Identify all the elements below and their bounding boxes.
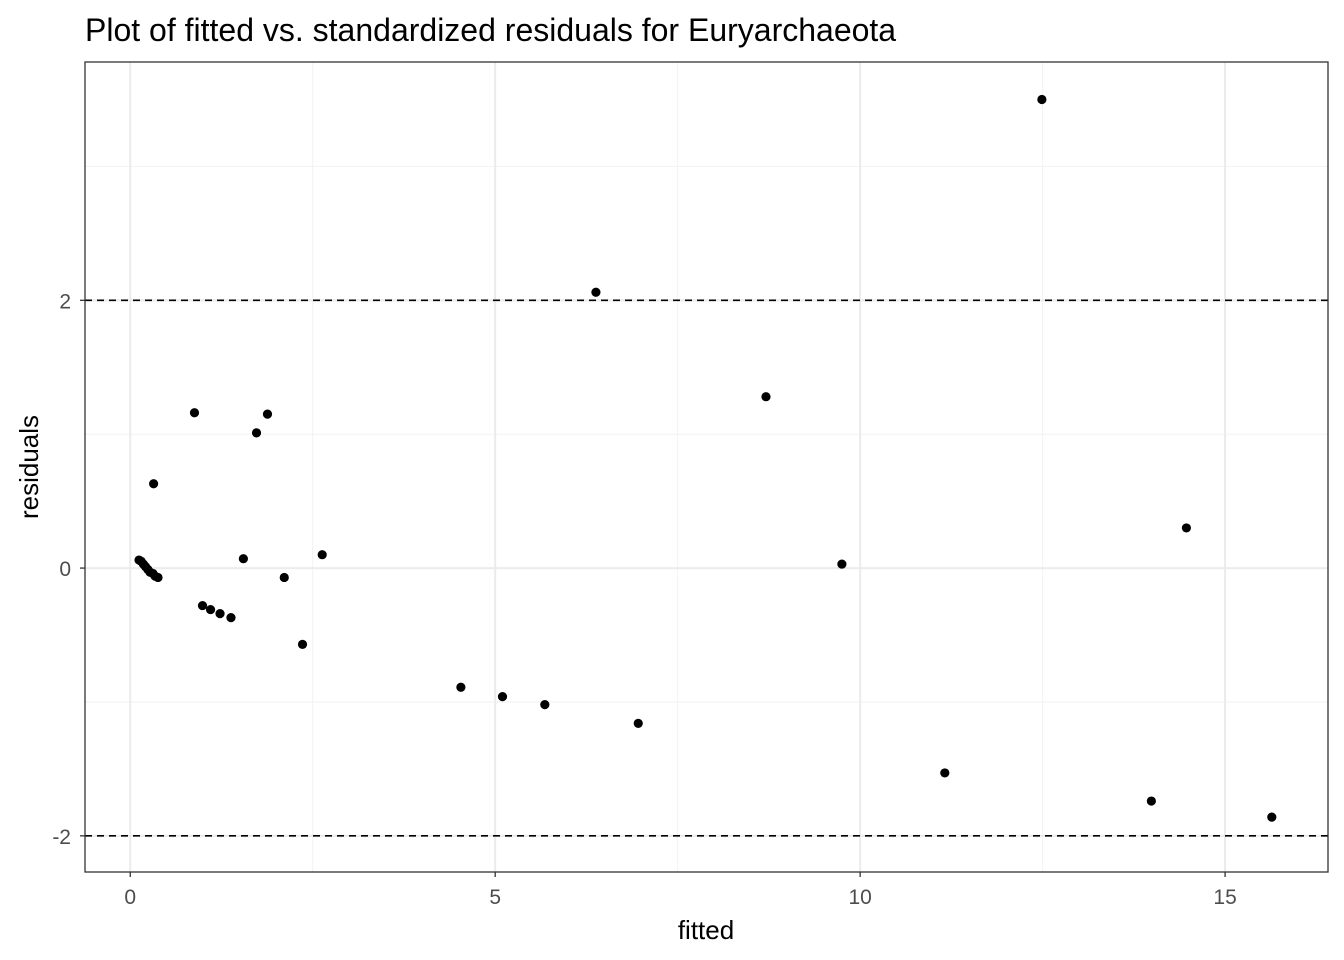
data-point <box>837 559 847 569</box>
data-point <box>1037 94 1047 105</box>
reference-lines <box>85 299 1328 837</box>
y-tick-label: 0 <box>59 558 71 581</box>
data-point <box>761 392 771 402</box>
panel-border <box>84 61 1329 873</box>
y-axis: -2 0 2 <box>52 290 85 849</box>
x-axis-label: fitted <box>678 915 734 945</box>
points <box>134 94 1277 822</box>
data-point <box>197 600 208 611</box>
grid <box>85 62 1328 872</box>
data-point <box>262 409 273 419</box>
data-point <box>540 700 550 710</box>
data-point <box>317 550 327 560</box>
data-point <box>297 639 308 649</box>
x-tick-label: 15 <box>1213 886 1236 909</box>
x-tick-label: 0 <box>124 886 136 909</box>
data-point <box>205 604 216 615</box>
data-point <box>149 479 159 489</box>
data-point <box>1181 523 1192 533</box>
data-point <box>1267 812 1277 822</box>
x-tick-label: 5 <box>489 886 501 909</box>
data-point <box>633 718 643 728</box>
data-point <box>251 428 262 438</box>
data-point <box>1146 796 1156 806</box>
data-point <box>591 287 601 297</box>
data-point <box>238 554 248 564</box>
data-point <box>456 682 466 692</box>
y-axis-label: residuals <box>14 415 44 519</box>
x-axis: 0 5 10 15 <box>124 872 1237 909</box>
y-tick-label: -2 <box>52 826 71 849</box>
chart-title: Plot of fitted vs. standardized residual… <box>85 12 896 48</box>
data-point <box>215 609 225 619</box>
data-point <box>497 692 508 702</box>
data-point <box>153 572 163 583</box>
x-tick-label: 10 <box>848 886 871 909</box>
data-point <box>940 768 950 778</box>
y-tick-label: 2 <box>59 290 71 313</box>
data-point <box>189 408 200 418</box>
data-point <box>226 613 236 623</box>
data-point <box>279 572 289 583</box>
